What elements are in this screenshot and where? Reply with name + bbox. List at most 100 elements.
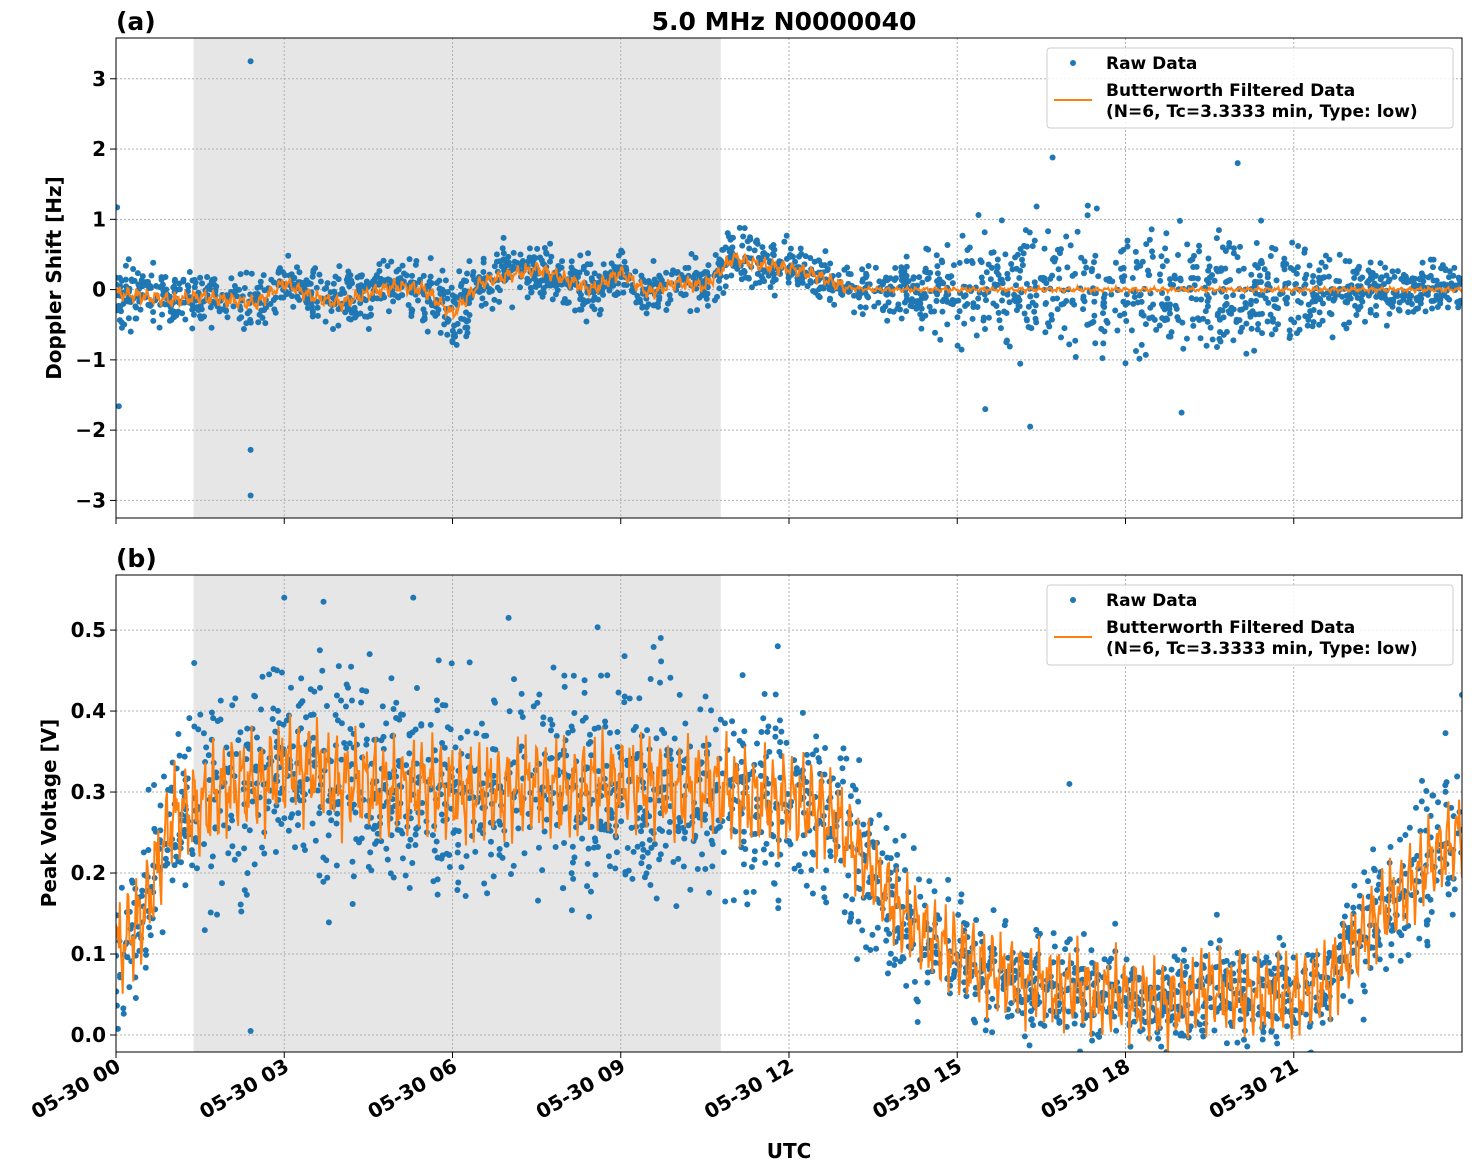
raw-data-point <box>760 846 767 853</box>
raw-data-point <box>646 836 653 843</box>
raw-data-point <box>441 321 448 328</box>
raw-data-point <box>775 897 782 904</box>
raw-data-point <box>675 828 682 835</box>
raw-data-point <box>1283 1023 1290 1030</box>
raw-data-point <box>1289 239 1296 246</box>
raw-data-point <box>509 304 516 311</box>
raw-data-point <box>1145 272 1152 279</box>
raw-data-point <box>1445 891 1452 898</box>
raw-data-point <box>1428 298 1435 305</box>
raw-data-point <box>332 273 339 280</box>
legend-filtered-label-line2: (N=6, Tc=3.3333 min, Type: low) <box>1106 639 1418 659</box>
raw-data-point <box>783 739 790 746</box>
raw-data-point <box>605 853 612 860</box>
raw-data-point <box>1136 355 1143 362</box>
raw-data-point <box>682 720 689 727</box>
raw-data-point <box>521 850 528 857</box>
raw-data-point <box>359 722 366 729</box>
raw-data-point <box>531 254 538 261</box>
raw-data-point <box>787 841 794 848</box>
raw-data-point <box>745 274 752 281</box>
raw-data-point <box>341 740 348 747</box>
raw-data-point <box>1129 275 1136 282</box>
raw-data-point <box>910 275 917 282</box>
raw-data-point <box>323 702 330 709</box>
raw-data-point <box>983 269 990 276</box>
raw-data-point <box>1217 338 1224 345</box>
raw-data-point <box>446 864 453 871</box>
raw-data-point <box>388 258 395 265</box>
raw-data-point <box>774 643 781 650</box>
raw-data-point <box>189 306 196 313</box>
raw-data-point <box>1148 226 1155 233</box>
raw-data-point <box>1243 320 1250 327</box>
raw-data-point <box>1078 966 1085 973</box>
raw-data-point <box>676 691 683 698</box>
raw-data-point <box>1163 315 1170 322</box>
raw-data-point <box>964 301 971 308</box>
raw-data-point <box>1216 1005 1223 1012</box>
raw-data-point <box>1074 228 1081 235</box>
raw-data-point <box>585 845 592 852</box>
raw-data-point <box>855 918 862 925</box>
raw-data-point <box>1180 957 1187 964</box>
legend-raw-marker <box>1070 60 1076 66</box>
raw-data-point <box>978 274 985 281</box>
raw-data-point <box>1029 243 1036 250</box>
raw-data-point <box>1153 326 1160 333</box>
raw-data-point <box>624 844 631 851</box>
raw-data-point <box>580 266 587 273</box>
raw-data-point <box>963 921 970 928</box>
raw-data-point <box>777 739 784 746</box>
raw-data-point <box>1008 1000 1015 1007</box>
raw-data-point <box>982 1027 989 1034</box>
raw-data-point <box>1095 273 1102 280</box>
raw-data-point <box>1355 266 1362 273</box>
raw-data-point <box>762 859 769 866</box>
x-tick-label: 05-30 00 <box>27 1054 125 1124</box>
raw-data-point <box>1377 260 1384 267</box>
raw-data-point <box>496 851 503 858</box>
raw-data-point <box>585 740 592 747</box>
raw-data-point <box>938 257 945 264</box>
raw-data-point <box>213 774 220 781</box>
raw-data-point <box>1021 310 1028 317</box>
raw-data-point <box>1023 280 1030 287</box>
raw-data-point <box>294 822 301 829</box>
raw-data-point <box>487 838 494 845</box>
raw-data-point <box>412 842 419 849</box>
raw-data-point <box>1283 300 1290 307</box>
raw-data-point <box>925 246 932 253</box>
raw-data-point <box>944 321 951 328</box>
raw-data-point <box>1303 271 1310 278</box>
raw-data-point <box>1033 926 1040 933</box>
raw-data-point <box>1204 298 1211 305</box>
raw-data-point <box>763 840 770 847</box>
raw-data-point <box>608 815 615 822</box>
raw-data-point <box>256 311 263 318</box>
raw-data-point <box>456 268 463 275</box>
raw-data-point <box>804 283 811 290</box>
raw-data-point <box>365 823 372 830</box>
raw-data-point <box>160 287 167 294</box>
raw-data-point <box>643 870 650 877</box>
raw-data-point <box>613 849 620 856</box>
raw-data-point <box>772 733 779 740</box>
raw-data-point <box>667 819 674 826</box>
raw-data-point <box>738 276 745 283</box>
raw-data-point <box>1341 321 1348 328</box>
y-tick-label: −3 <box>75 488 106 512</box>
raw-data-point <box>1207 940 1214 947</box>
raw-data-point <box>715 277 722 284</box>
raw-data-point <box>583 270 590 277</box>
raw-data-point <box>218 880 225 887</box>
raw-data-point <box>894 305 901 312</box>
raw-data-point <box>694 865 701 872</box>
raw-data-point <box>526 245 533 252</box>
raw-data-point <box>510 265 517 272</box>
raw-data-point <box>345 273 352 280</box>
raw-data-point <box>1002 251 1009 258</box>
raw-data-point <box>1032 315 1039 322</box>
raw-data-point <box>656 856 663 863</box>
raw-data-point <box>251 861 258 868</box>
